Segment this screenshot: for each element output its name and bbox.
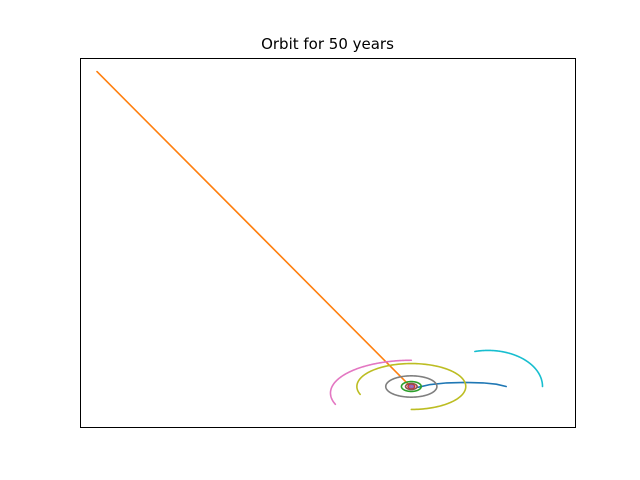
orbit-series-9 — [356, 362, 467, 411]
orbit-series-10 — [474, 349, 544, 388]
orbit-series-2 — [96, 70, 413, 389]
chart-title: Orbit for 50 years — [261, 35, 394, 53]
orbit-lines — [96, 70, 544, 411]
orbit-series-7 — [329, 359, 413, 406]
orbit-series-3 — [400, 380, 423, 393]
plot-area — [80, 58, 576, 428]
orbit-series-8 — [384, 375, 438, 398]
orbit-series-6 — [404, 382, 418, 391]
orbit-series-5 — [408, 384, 415, 389]
